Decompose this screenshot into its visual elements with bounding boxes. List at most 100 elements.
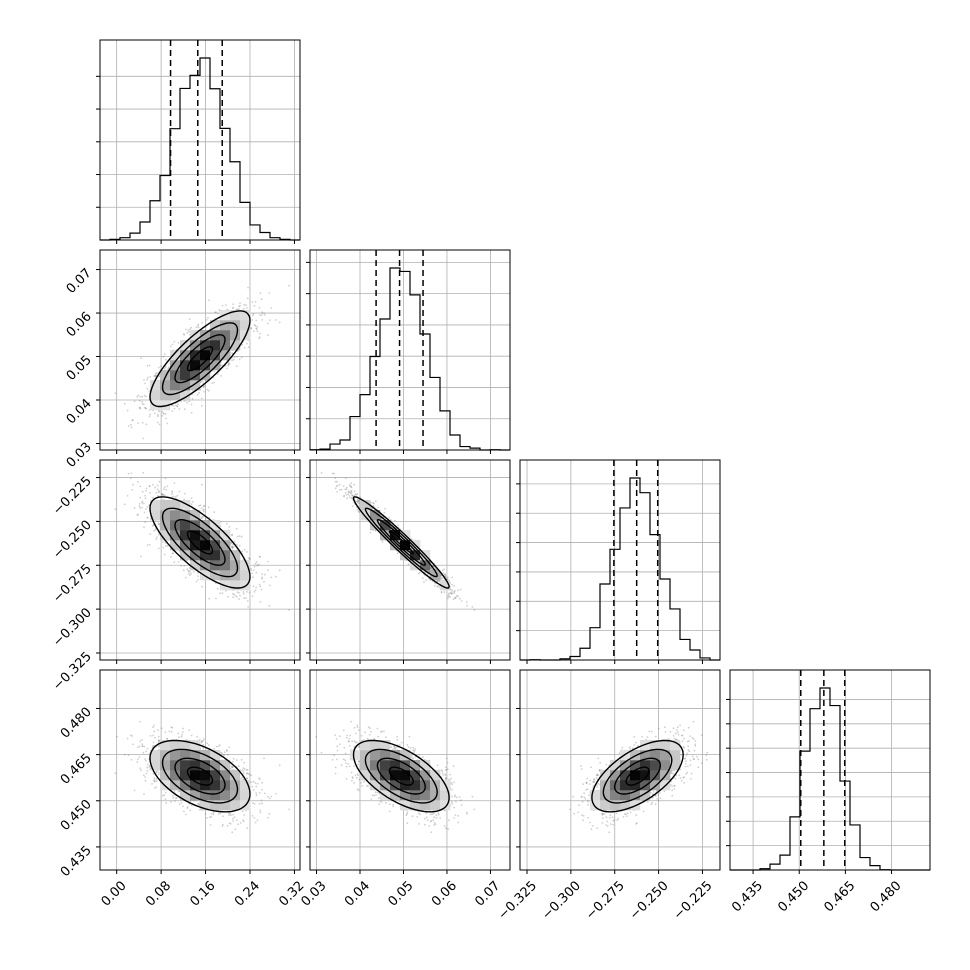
sample-point [236,591,239,593]
sample-point [146,506,149,508]
sample-point [132,419,134,422]
density-cell [200,350,211,361]
sample-point [139,496,142,499]
sample-point [162,493,165,496]
sample-point [353,483,356,486]
sample-point [252,314,254,317]
sample-point [259,601,262,603]
sample-point [465,601,468,603]
sample-point [145,423,148,426]
sample-point [267,569,269,571]
sample-point [145,508,147,510]
sample-point [162,541,164,543]
sample-point [261,314,263,316]
sample-point [171,490,174,493]
sample-point [157,523,160,526]
sample-point [170,345,172,348]
sample-point [201,517,204,520]
sample-point [155,491,158,494]
sample-point [258,332,261,335]
sample-point [142,502,145,505]
sample-point [197,324,200,327]
sample-point [264,314,266,316]
sample-point [192,571,195,573]
sample-point [453,585,456,587]
sample-point [260,588,263,591]
sample-point [163,553,166,556]
sample-point [197,326,200,329]
sample-point [132,483,134,486]
sample-point [186,401,189,404]
sample-point [441,569,444,572]
sample-point [213,511,216,513]
sample-point [176,405,179,408]
sample-point [433,584,436,587]
sample-point [197,323,200,326]
sample-point [231,545,233,548]
density-cell [220,330,231,341]
sample-point [246,307,248,309]
sample-point [268,292,271,294]
sample-point [345,488,348,491]
sample-point [256,565,259,567]
sample-point [114,392,117,395]
sample-point [153,375,156,377]
sample-point [246,591,248,593]
sample-point [270,576,273,579]
sample-point [252,576,254,579]
sample-point [320,471,323,474]
sample-point [254,562,257,565]
sample-point [160,365,162,368]
sample-point [267,334,269,337]
sample-point [163,367,166,370]
sample-point [226,367,228,370]
sample-point [238,535,241,537]
sample-point [251,319,254,321]
sample-point [423,581,425,583]
sample-point [232,596,235,599]
sample-point [136,514,139,517]
density-cell [210,320,221,331]
sample-point [232,307,234,309]
sample-point [137,480,139,483]
sample-point [235,527,238,530]
sample-point [157,522,160,525]
density-cell [180,370,191,381]
sample-point [255,561,258,563]
density-cell [180,550,191,561]
sample-point [278,569,281,572]
sample-point [208,597,211,600]
density-cell [210,340,221,351]
sample-point [157,415,160,418]
sample-point [233,540,236,543]
sample-point [130,477,132,480]
sample-point [250,569,253,571]
sample-point [188,574,191,577]
sample-point [252,330,255,333]
histogram-step-2 [309,267,510,451]
sample-point [180,565,183,567]
sample-point [344,491,347,494]
sample-point [245,597,247,599]
sample-point [187,329,190,332]
sample-point [171,410,174,412]
density-cell [240,310,251,321]
density-cell [160,390,171,401]
sample-point [143,394,146,397]
density-cell [220,320,231,331]
sample-point [144,382,147,385]
sample-point [220,375,222,377]
sample-point [349,485,352,488]
sample-point [417,572,420,575]
sample-point [231,352,233,354]
sample-point [165,417,168,420]
sample-point [196,393,199,396]
sample-point [154,374,157,377]
sample-point [190,497,193,500]
sample-point [141,506,144,509]
sample-point [261,577,263,580]
sample-point [182,569,185,572]
sample-point [269,319,271,321]
density-cell [230,580,241,591]
sample-point [235,308,238,311]
